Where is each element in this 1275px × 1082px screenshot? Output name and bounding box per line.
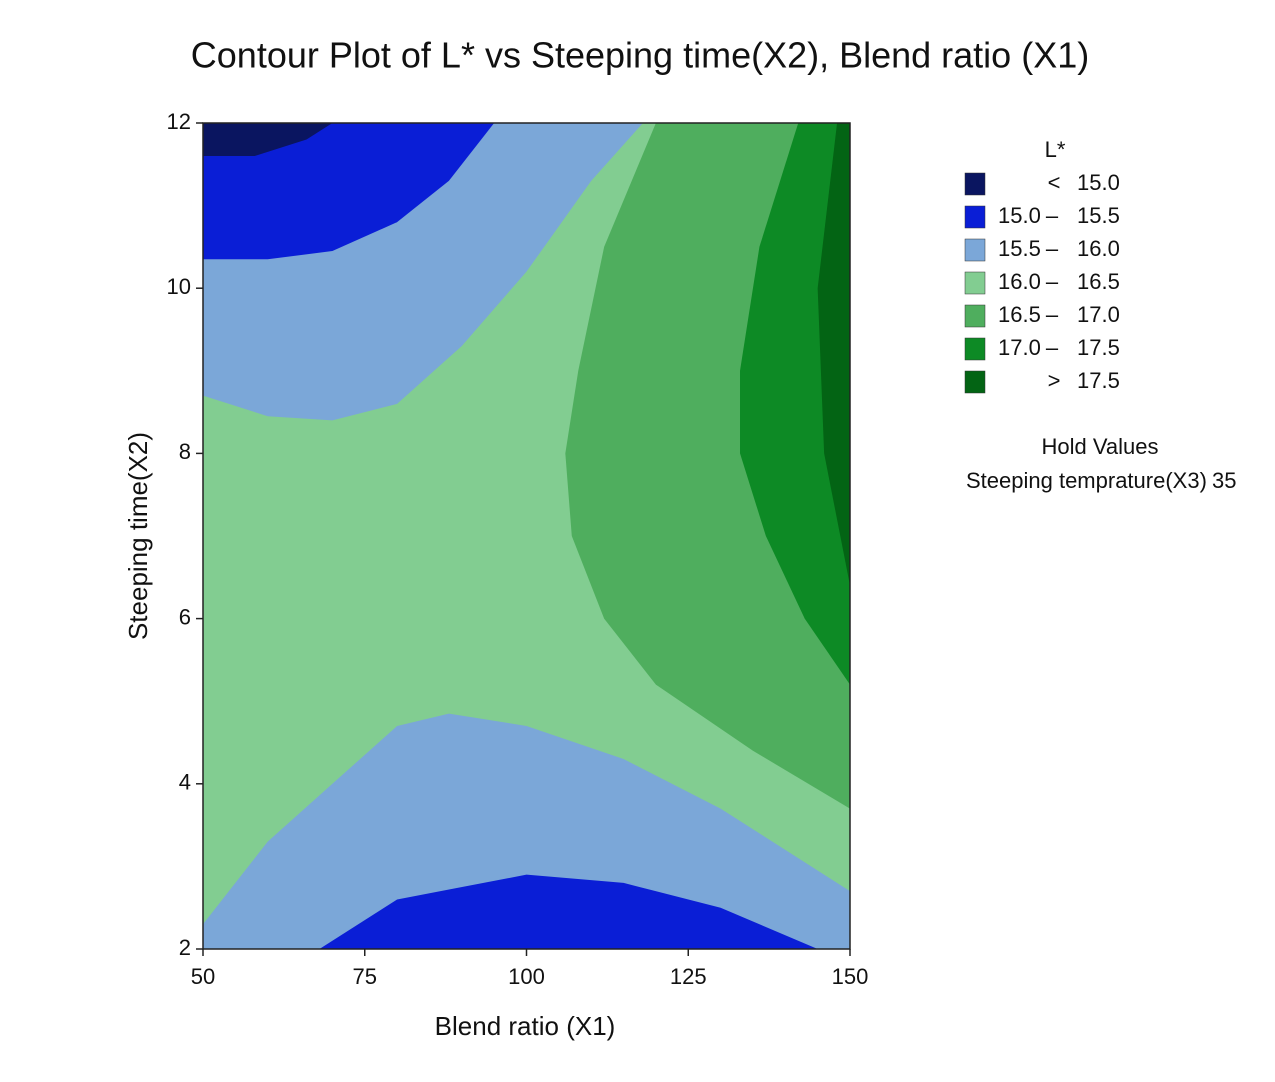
- legend-label: 17.0: [998, 335, 1041, 360]
- y-axis-label: Steeping time(X2): [123, 432, 153, 640]
- legend-label: 17.5: [1077, 335, 1120, 360]
- hold-values-title: Hold Values: [1042, 434, 1159, 459]
- x-tick-label: 75: [353, 964, 377, 989]
- legend-swatch: [965, 272, 985, 294]
- legend-label: 15.0: [1077, 170, 1120, 195]
- legend-label: –: [1046, 236, 1059, 261]
- legend-label: –: [1046, 203, 1059, 228]
- legend-label: 15.0: [998, 203, 1041, 228]
- y-tick-label: 10: [167, 274, 191, 299]
- page: {"chart_data": { "type": "contour", "tit…: [0, 0, 1275, 1082]
- hold-variable: Steeping temprature(X3): [966, 468, 1207, 493]
- legend-swatch: [965, 173, 985, 195]
- legend-swatch: [965, 338, 985, 360]
- x-tick-label: 125: [670, 964, 707, 989]
- legend-label: <: [1048, 170, 1061, 195]
- chart-title: Contour Plot of L* vs Steeping time(X2),…: [191, 35, 1089, 76]
- x-axis-label: Blend ratio (X1): [435, 1011, 616, 1041]
- y-tick-label: 12: [167, 109, 191, 134]
- legend-label: –: [1046, 335, 1059, 360]
- legend-label: 15.5: [998, 236, 1041, 261]
- x-tick-label: 100: [508, 964, 545, 989]
- legend-label: >: [1048, 368, 1061, 393]
- legend-label: –: [1046, 269, 1059, 294]
- legend-label: 17.0: [1077, 302, 1120, 327]
- y-tick-label: 4: [179, 770, 191, 795]
- legend-label: 15.5: [1077, 203, 1120, 228]
- legend-title: L*: [1045, 137, 1066, 162]
- y-tick-label: 6: [179, 604, 191, 629]
- x-tick-label: 150: [832, 964, 869, 989]
- legend-label: 16.5: [1077, 269, 1120, 294]
- legend-swatch: [965, 239, 985, 261]
- legend-swatch: [965, 305, 985, 327]
- legend-label: 16.0: [1077, 236, 1120, 261]
- plot-area: [203, 123, 850, 949]
- legend-swatch: [965, 371, 985, 393]
- legend-label: 16.0: [998, 269, 1041, 294]
- legend-swatch: [965, 206, 985, 228]
- y-tick-label: 2: [179, 935, 191, 960]
- chart: Contour Plot of L* vs Steeping time(X2),…: [0, 0, 1275, 1082]
- legend-label: –: [1046, 302, 1059, 327]
- y-tick-label: 8: [179, 439, 191, 464]
- x-tick-label: 50: [191, 964, 215, 989]
- hold-value: 35: [1212, 468, 1236, 493]
- legend-label: 17.5: [1077, 368, 1120, 393]
- legend-label: 16.5: [998, 302, 1041, 327]
